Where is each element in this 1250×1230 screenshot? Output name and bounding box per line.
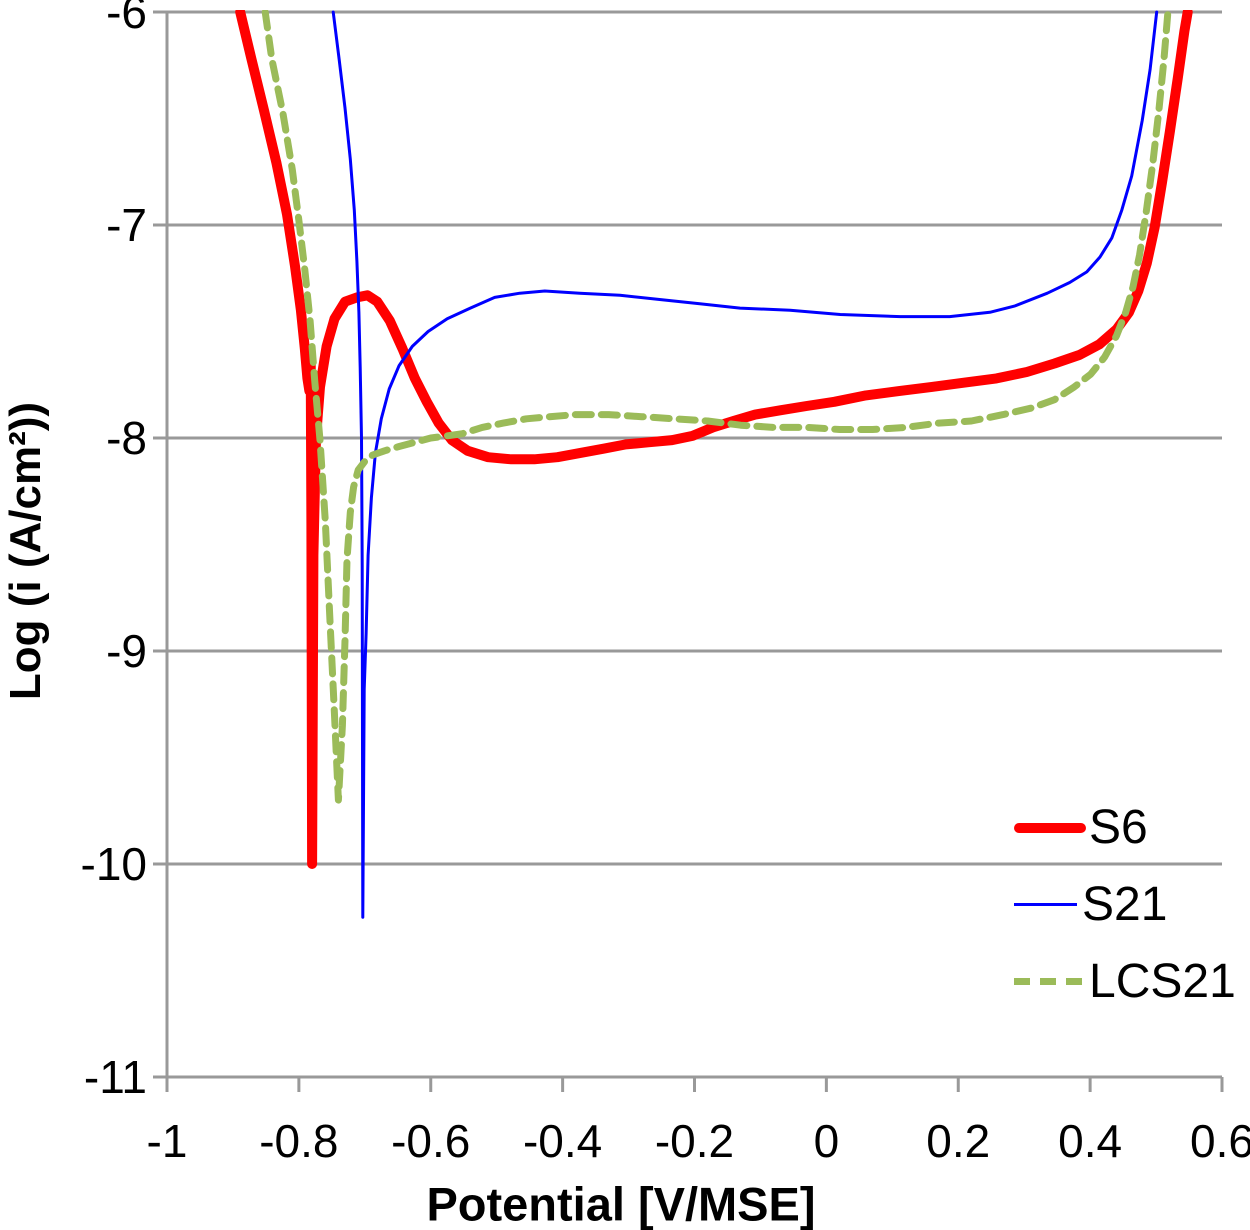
x-tick-label--0.8: -0.8 [259, 1115, 338, 1167]
legend-swatch-lcs21 [1014, 978, 1085, 985]
y-tick-label--8: -8 [106, 412, 147, 464]
legend: S6 S21 LCS21 [1014, 801, 1236, 1008]
legend-label-s6: S6 [1089, 801, 1148, 854]
series-line-lcs21 [261, 10, 1172, 804]
y-tick-label--7: -7 [106, 199, 147, 251]
x-axis-title: Potential [V/MSE] [426, 1177, 816, 1230]
legend-swatch-s6 [1014, 822, 1086, 833]
x-tick-label-0.4: 0.4 [1058, 1115, 1122, 1167]
y-tick-label--11: -11 [84, 1051, 147, 1103]
legend-swatch-s21 [1014, 903, 1077, 906]
series-line-s6 [235, 10, 1193, 869]
x-tick-label--1: -1 [147, 1115, 188, 1167]
x-tick-label--0.6: -0.6 [391, 1115, 470, 1167]
legend-label-lcs21: LCS21 [1089, 955, 1236, 1008]
y-tick-label--6: -6 [106, 0, 147, 38]
x-tick-label-0: 0 [814, 1115, 840, 1167]
legend-label-s21: S21 [1082, 878, 1168, 931]
series-line-s21 [331, 10, 1159, 919]
y-tick-label--10: -10 [81, 838, 147, 890]
y-tick-label--9: -9 [106, 625, 147, 677]
x-tick-label--0.2: -0.2 [655, 1115, 734, 1167]
x-tick-label-0.2: 0.2 [926, 1115, 990, 1167]
legend-item-s21: S21 [1014, 878, 1236, 931]
x-tick-label-0.6: 0.6 [1190, 1115, 1250, 1167]
legend-item-s6: S6 [1014, 801, 1236, 854]
y-axis-title: Log (i (A/cm²)) [1, 401, 50, 701]
legend-item-lcs21: LCS21 [1014, 955, 1236, 1008]
x-tick-label--0.4: -0.4 [523, 1115, 602, 1167]
